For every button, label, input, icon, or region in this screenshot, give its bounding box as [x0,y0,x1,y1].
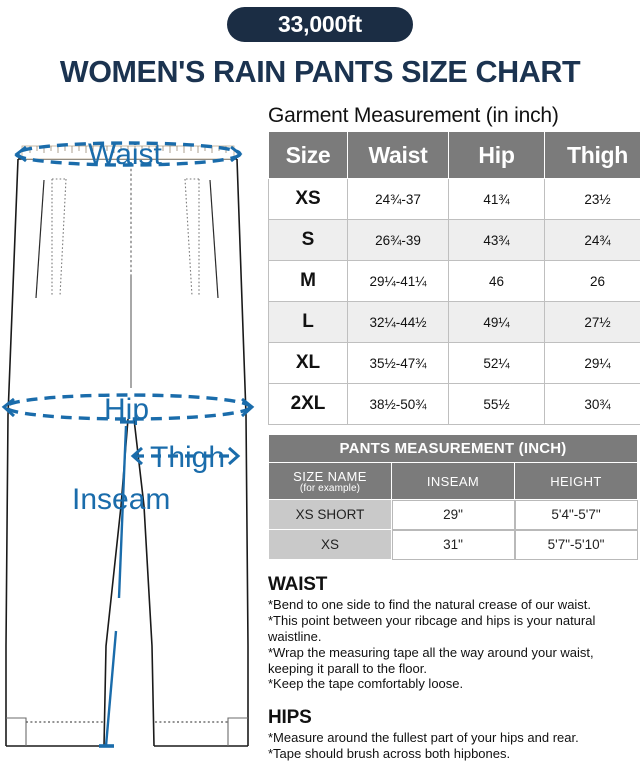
hips-line-2: *Tape should brush across both hipbones. [268,746,511,762]
cell-hip: 49¼ [448,301,545,344]
table-row: XS 31" 5'7"-5'10" [268,529,638,561]
waist-line-1: *Bend to one side to find the natural cr… [268,597,592,613]
garment-size-table: Size Waist Hip Thigh XS 24¾-37 41¾ 23½ S… [268,131,640,426]
column-header-waist: Waist [347,131,449,180]
waist-line-4: *Keep the tape comfortably loose. [268,676,464,692]
table-row: XS SHORT 29" 5'4"-5'7" [268,499,638,531]
page-title: WOMEN'S RAIN PANTS SIZE CHART [59,55,581,89]
cell-thigh: 27½ [544,301,640,344]
cell-thigh: 23½ [544,178,640,221]
cell-hip: 55½ [448,383,545,426]
cell-waist: 26¾-39 [347,219,449,262]
column-header-size-name: SIZE NAME (for example) [268,462,392,501]
brand-logo: 33,000ft [227,7,413,42]
pants-measurement-table: PANTS MEASUREMENT (INCH) SIZE NAME (for … [268,434,638,561]
cell-size: M [268,260,348,303]
waist-line-2: *This point between your ribcage and hip… [268,612,596,644]
pants-table-title-row: PANTS MEASUREMENT (INCH) [268,434,638,464]
cell-size: 2XL [268,383,348,426]
hips-instructions: HIPS *Measure around the fullest part of… [268,707,638,762]
hip-arrow-heads [1,397,255,418]
cell-thigh: 30¾ [544,383,640,426]
cell-height: 5'7"-5'10" [514,529,638,561]
size-name-sub: (for example) [299,482,361,494]
garment-measurement-subtitle: Garment Measurement (in inch) [268,104,559,127]
table-row: L 32¼-44½ 49¼ 27½ [268,301,640,344]
waist-arrow-heads [14,145,243,163]
cell-waist: 24¾-37 [347,178,449,221]
inseam-measure-line [99,420,134,748]
column-header-hip: Hip [448,131,545,180]
cell-waist: 38½-50¾ [347,383,449,426]
cell-size-name: XS [268,529,392,561]
cell-waist: 32¼-44½ [347,301,449,344]
cell-size: S [268,219,348,262]
cell-thigh: 29¼ [544,342,640,385]
table-row: XL 35½-47¾ 52¼ 29¼ [268,342,640,385]
pants-measurement-diagram: Waist Hip Thigh Inseam [0,126,262,778]
column-header-height: HEIGHT [514,462,638,501]
column-header-inseam: INSEAM [391,462,515,501]
cell-size-name: XS SHORT [268,499,392,531]
table-row: 2XL 38½-50¾ 55½ 30¾ [268,383,640,426]
waist-instructions: WAIST *Bend to one side to find the natu… [268,574,638,692]
cell-size: XS [268,178,348,221]
cell-hip: 46 [448,260,545,303]
cell-waist: 29¼-41¼ [347,260,449,303]
table-row: S 26¾-39 43¾ 24¾ [268,219,640,262]
size-name-main: SIZE NAME [293,468,367,484]
hips-line-1: *Measure around the fullest part of your… [268,730,579,746]
waist-label: Waist [88,138,163,171]
thigh-arrow-heads [130,446,241,466]
pants-table-header-row: SIZE NAME (for example) INSEAM HEIGHT [268,462,638,501]
cell-inseam: 29" [391,499,515,531]
table-header-row: Size Waist Hip Thigh [268,131,640,180]
cell-hip: 52¼ [448,342,545,385]
column-header-thigh: Thigh [544,131,640,180]
waist-line-3: *Wrap the measuring tape all the way aro… [268,644,594,676]
cell-size: XL [268,342,348,385]
measuring-tape-icon [21,145,235,160]
pants-table-title: PANTS MEASUREMENT (INCH) [268,434,638,464]
cell-hip: 41¾ [448,178,545,221]
table-row: XS 24¾-37 41¾ 23½ [268,178,640,221]
cell-thigh: 26 [544,260,640,303]
thigh-label: Thigh [150,441,225,474]
table-row: M 29¼-41¼ 46 26 [268,260,640,303]
inseam-label: Inseam [72,483,170,516]
cell-size: L [268,301,348,344]
brand-logo-text: 33,000ft [277,11,363,37]
cell-height: 5'4"-5'7" [514,499,638,531]
waist-heading: WAIST [268,574,328,596]
cell-waist: 35½-47¾ [347,342,449,385]
cell-hip: 43¾ [448,219,545,262]
column-header-size: Size [268,131,348,180]
cell-inseam: 31" [391,529,515,561]
cell-thigh: 24¾ [544,219,640,262]
hips-heading: HIPS [268,707,312,729]
